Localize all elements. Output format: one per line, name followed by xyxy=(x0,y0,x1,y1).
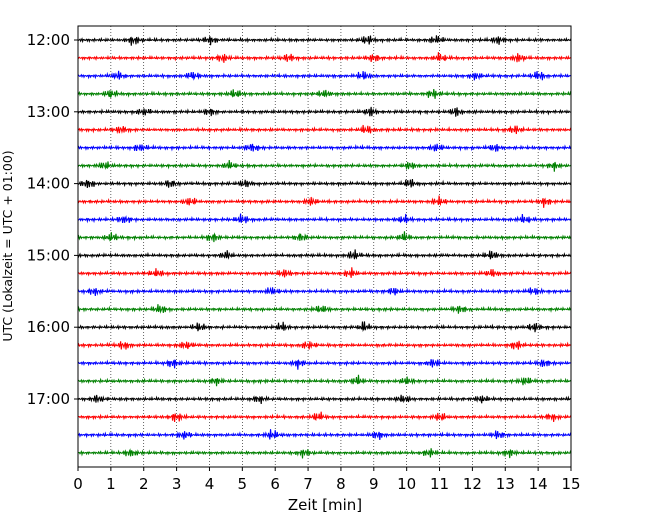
x-tick-label: 4 xyxy=(205,475,215,493)
y-tick-label: 14:00 xyxy=(27,175,70,193)
x-tick-label: 10 xyxy=(397,475,416,493)
trace-1530 xyxy=(77,286,572,296)
x-tick-label: 2 xyxy=(139,475,149,493)
trace-1700 xyxy=(77,394,572,404)
trace-1430 xyxy=(77,213,572,224)
x-tick-label: 5 xyxy=(238,475,248,493)
x-tick-label: 15 xyxy=(561,475,580,493)
x-tick-label: 14 xyxy=(529,475,548,493)
axis-ticks: 0 1 2 3 4 5 6 7 8 9 10 11 12 13 14 1512:0013:0014:0015:… xyxy=(27,31,581,493)
trace-1345 xyxy=(77,160,572,172)
trace-1215 xyxy=(77,52,572,63)
trace-1445 xyxy=(77,231,572,243)
x-axis-title: Zeit [min] xyxy=(288,496,362,514)
x-tick-label: 1 xyxy=(106,475,116,493)
x-tick-label: 11 xyxy=(430,475,449,493)
seismogram-traces xyxy=(77,35,572,459)
y-tick-label: 17:00 xyxy=(27,390,70,408)
trace-1200 xyxy=(77,35,572,46)
x-tick-label: 7 xyxy=(303,475,313,493)
trace-1400 xyxy=(77,178,572,188)
y-tick-label: 16:00 xyxy=(27,318,70,336)
trace-1745 xyxy=(77,448,572,459)
trace-1415 xyxy=(77,195,572,208)
trace-1615 xyxy=(77,340,572,350)
trace-1545 xyxy=(77,304,572,314)
x-tick-label: 12 xyxy=(463,475,482,493)
trace-1645 xyxy=(77,374,572,387)
y-tick-label: 15:00 xyxy=(27,246,70,264)
trace-1600 xyxy=(77,321,572,333)
trace-1630 xyxy=(77,359,572,370)
x-tick-label: 13 xyxy=(496,475,515,493)
y-tick-label: 13:00 xyxy=(27,103,70,121)
trace-1715 xyxy=(77,411,572,423)
trace-1230 xyxy=(77,70,572,81)
x-tick-label: 9 xyxy=(369,475,379,493)
y-tick-label: 12:00 xyxy=(27,31,70,49)
x-tick-label: 0 xyxy=(73,475,83,493)
trace-1300 xyxy=(77,106,571,117)
trace-1245 xyxy=(77,88,572,99)
y-axis-title: UTC (Lokalzeit = UTC + 01:00) xyxy=(0,150,15,341)
trace-1730 xyxy=(77,429,572,441)
plot-frame xyxy=(77,25,572,468)
x-tick-label: 8 xyxy=(336,475,346,493)
trace-1500 xyxy=(77,249,572,260)
x-tick-label: 3 xyxy=(172,475,182,493)
trace-1315 xyxy=(77,124,572,135)
trace-1515 xyxy=(77,267,572,278)
trace-1330 xyxy=(77,143,572,152)
x-tick-label: 6 xyxy=(270,475,280,493)
